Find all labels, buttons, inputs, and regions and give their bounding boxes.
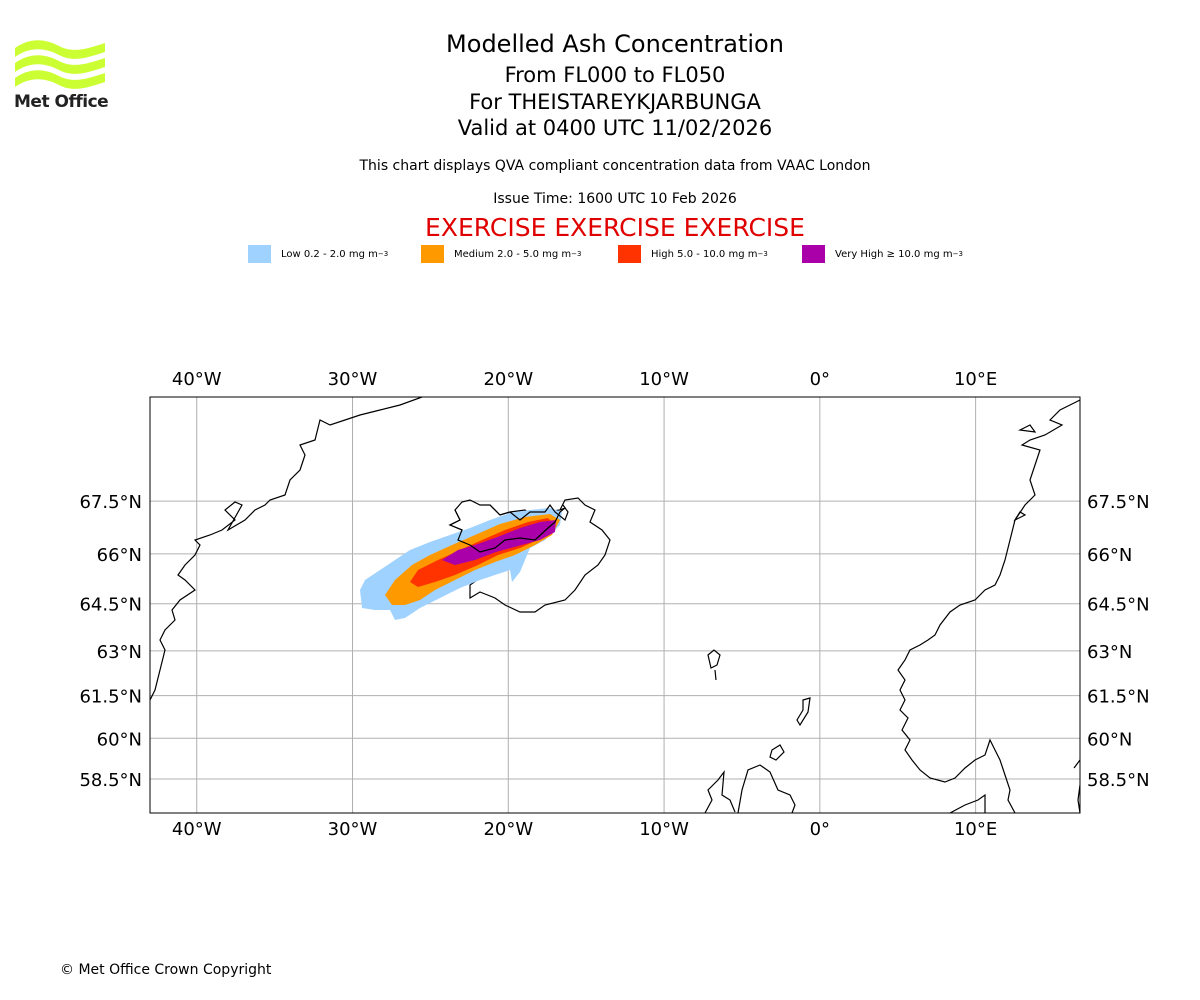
chart-subtitle: This chart displays QVA compliant concen… — [359, 158, 871, 174]
legend-item-high: High 5.0 - 10.0 mg m −3 — [618, 244, 768, 264]
exercise-banner: EXERCISE EXERCISE EXERCISE — [425, 213, 805, 242]
axis-tick-labels: 40°W 40°W 30°W 30°W 20°W 20°W 10°W 10°W 0° 0° 10°E… — [79, 369, 1149, 840]
lon-tick-bottom-5: 10°E — [954, 819, 997, 840]
lat-tick-left-5: 60°N — [97, 729, 142, 750]
legend-item-medium: Medium 2.0 - 5.0 mg m −3 — [421, 244, 581, 264]
coastline-lofoten — [1013, 424, 1037, 522]
met-office-logo — [15, 40, 105, 89]
coastline-orkney — [769, 744, 785, 761]
coastline-skagerrak — [949, 793, 986, 813]
coastline-sweden — [1073, 759, 1080, 813]
legend-unit-low: −3 — [377, 250, 389, 258]
copyright: © Met Office Crown Copyright — [60, 962, 272, 978]
lon-tick-bottom-1: 30°W — [328, 819, 378, 840]
lon-tick-top-3: 10°W — [639, 369, 689, 390]
lon-tick-bottom-3: 10°W — [639, 819, 689, 840]
legend-swatch-high — [618, 245, 641, 263]
lat-tick-right-2: 64.5°N — [1087, 595, 1150, 616]
legend-label-low: Low 0.2 - 2.0 mg m — [281, 248, 378, 260]
legend-swatch-low — [248, 245, 271, 263]
lat-tick-right-4: 61.5°N — [1087, 687, 1150, 708]
legend-unit-high: −3 — [757, 250, 768, 258]
chart-title: Modelled Ash Concentration — [446, 30, 784, 58]
lat-tick-left-0: 67.5°N — [79, 492, 142, 513]
lat-tick-right-1: 66°N — [1087, 545, 1132, 566]
graticule — [150, 397, 1080, 813]
lon-tick-top-2: 20°W — [483, 369, 533, 390]
lon-tick-top-4: 0° — [810, 369, 830, 390]
coastline-norway — [897, 399, 1080, 813]
legend-label-high: High 5.0 - 10.0 mg m — [651, 248, 758, 260]
lon-tick-top-0: 40°W — [172, 369, 222, 390]
valid-time: Valid at 0400 UTC 11/02/2026 — [457, 116, 773, 140]
lon-tick-bottom-4: 0° — [810, 819, 830, 840]
legend-label-very-high: Very High ≥ 10.0 mg m — [835, 248, 953, 260]
lon-tick-top-1: 30°W — [328, 369, 378, 390]
map-frame-bg — [150, 397, 1080, 813]
map-frame — [149, 396, 1081, 814]
issue-time: Issue Time: 1600 UTC 10 Feb 2026 — [493, 191, 737, 207]
legend-swatch-medium — [421, 245, 444, 263]
flight-level-range: From FL000 to FL050 — [504, 63, 726, 87]
legend-item-very-high: Very High ≥ 10.0 mg m −3 — [802, 244, 963, 264]
coastline-greenland — [150, 397, 423, 701]
legend-unit-very-high: −3 — [952, 250, 963, 258]
lat-tick-left-4: 61.5°N — [79, 687, 142, 708]
legend-label-medium: Medium 2.0 - 5.0 mg m — [454, 248, 572, 260]
lat-tick-right-0: 67.5°N — [1087, 492, 1150, 513]
legend-item-low: Low 0.2 - 2.0 mg m −3 — [248, 244, 388, 264]
ash-contour-very-high — [442, 520, 556, 565]
coastline-iceland-north — [448, 503, 569, 553]
lat-tick-left-2: 64.5°N — [79, 595, 142, 616]
lon-tick-top-5: 10°E — [954, 369, 997, 390]
lat-tick-right-3: 63°N — [1087, 642, 1132, 663]
coastline-scotland — [704, 764, 796, 813]
coastline-faroe — [707, 649, 721, 681]
lat-tick-left-1: 66°N — [97, 545, 142, 566]
lat-tick-left-6: 58.5°N — [79, 770, 142, 791]
legend-unit-medium: −3 — [571, 250, 582, 258]
lon-tick-bottom-2: 20°W — [483, 819, 533, 840]
lat-tick-left-3: 63°N — [97, 642, 142, 663]
met-office-logo-text: Met Office — [14, 92, 109, 112]
volcano-name: For THEISTAREYKJARBUNGA — [469, 90, 761, 114]
lon-tick-bottom-0: 40°W — [172, 819, 222, 840]
coastline-shetland — [796, 697, 811, 727]
lat-tick-right-5: 60°N — [1087, 729, 1132, 750]
lat-tick-right-6: 58.5°N — [1087, 770, 1150, 791]
legend-swatch-very-high — [802, 245, 825, 263]
